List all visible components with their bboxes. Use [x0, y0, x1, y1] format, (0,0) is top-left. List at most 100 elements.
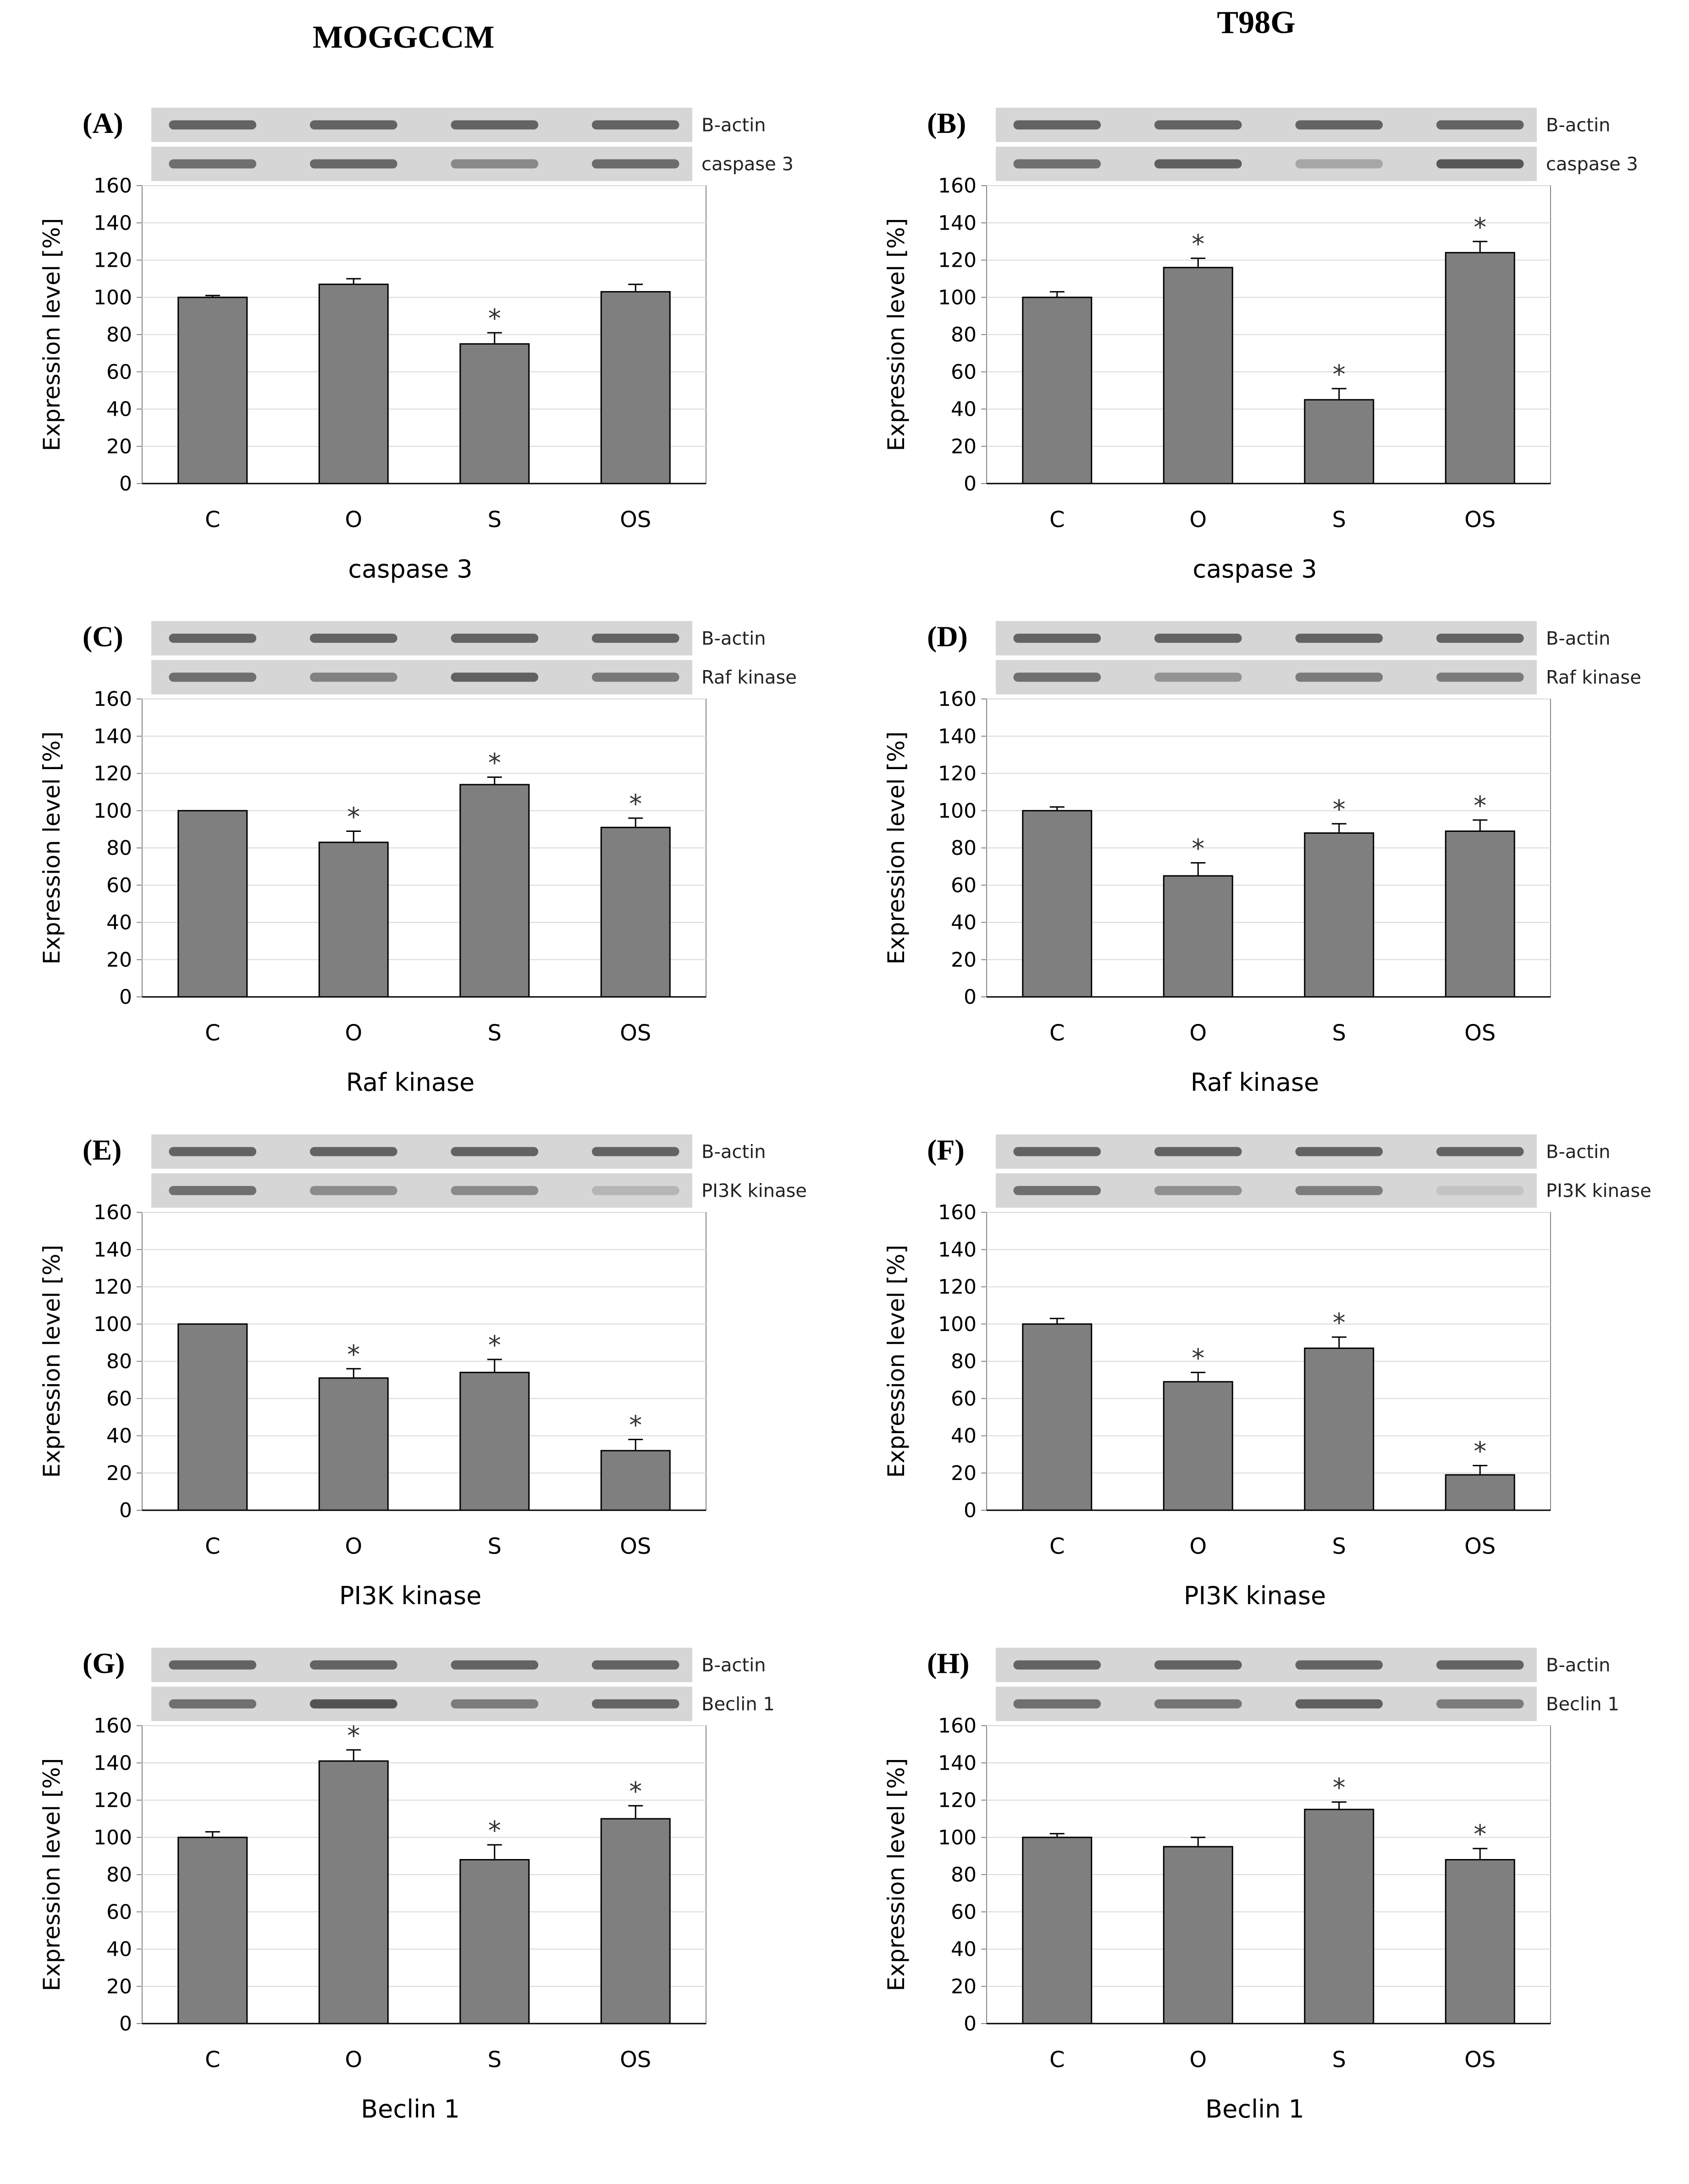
y-axis-title: Expression level [%] — [883, 218, 910, 451]
blot-band — [1013, 1186, 1101, 1195]
y-tick-label: 20 — [951, 1975, 977, 1998]
significance-marker: * — [1474, 791, 1486, 821]
blot-band — [1013, 1147, 1101, 1156]
significance-marker: * — [629, 1777, 642, 1807]
x-tick-label-os: OS — [1464, 1020, 1496, 1046]
western-blot: B-actin Beclin 1 — [151, 1648, 775, 1721]
bar-o — [318, 1760, 389, 2024]
bar-o — [1163, 1846, 1233, 2024]
bar-chart-svg: (F) B-actin PI3K kinase 0 20 40 60 80 100 120 140 1… — [883, 1133, 1651, 1610]
blot-band — [1295, 120, 1383, 130]
y-tick-label: 60 — [106, 874, 132, 897]
bar-c — [177, 1837, 248, 2024]
blot-label-target: caspase 3 — [1546, 154, 1638, 175]
y-tick-label: 0 — [964, 1499, 977, 1522]
y-tick-label: 140 — [94, 725, 132, 748]
x-tick-label-s: S — [488, 507, 502, 533]
bar-os — [1445, 1859, 1515, 2024]
y-tick-label: 120 — [938, 1789, 977, 1812]
y-tick-label: 40 — [106, 911, 132, 935]
bar-os — [600, 1450, 671, 1511]
blot-band — [1295, 1147, 1383, 1156]
blot-band — [1436, 1660, 1524, 1670]
significance-marker: * — [1333, 360, 1346, 390]
blot-band — [309, 159, 397, 169]
y-tick-label: 120 — [94, 762, 132, 786]
panel-label: (B) — [927, 107, 966, 139]
y-axis-title: Expression level [%] — [39, 1758, 65, 1991]
y-tick-label: 140 — [938, 1751, 977, 1775]
y-tick-label: 160 — [938, 1201, 977, 1224]
y-tick-label: 40 — [951, 398, 977, 421]
x-tick-label-os: OS — [620, 1020, 651, 1046]
panel-b: (B) B-actin caspase 3 0 20 40 60 80 100 120 140 160… — [844, 89, 1689, 603]
y-tick-label: 80 — [106, 1350, 132, 1373]
blot-band — [591, 120, 679, 130]
x-tick-label-c: C — [205, 1534, 221, 1559]
x-tick-label-s: S — [1332, 1534, 1346, 1559]
x-tick-label-o: O — [345, 507, 362, 533]
blot-band — [1013, 672, 1101, 682]
blot-band — [1295, 1660, 1383, 1670]
significance-marker: * — [488, 304, 501, 334]
y-tick-label: 40 — [951, 1425, 977, 1448]
y-tick-label: 80 — [106, 836, 132, 860]
significance-marker: * — [629, 789, 642, 819]
x-tick-label-c: C — [1049, 2047, 1065, 2073]
significance-marker: * — [1333, 1773, 1346, 1803]
x-axis-title: caspase 3 — [348, 555, 472, 583]
blot-band — [451, 1699, 539, 1709]
blot-band — [591, 1699, 679, 1709]
blot-band — [1154, 1660, 1242, 1670]
bar-c — [177, 1323, 248, 1511]
x-tick-label-s: S — [1332, 1020, 1346, 1046]
significance-marker: * — [347, 1721, 360, 1751]
blot-label-target: PI3K kinase — [1546, 1181, 1651, 1202]
western-blot: B-actin Beclin 1 — [996, 1648, 1619, 1721]
bar-c — [1022, 810, 1093, 998]
y-tick-label: 100 — [938, 286, 977, 309]
y-tick-label: 140 — [94, 211, 132, 235]
y-tick-label: 100 — [94, 799, 132, 823]
blot-label-target: Beclin 1 — [701, 1694, 775, 1715]
panel-label: (D) — [927, 620, 968, 653]
y-tick-label: 160 — [94, 174, 132, 198]
blot-label-b-actin: B-actin — [701, 1142, 766, 1163]
x-tick-label-os: OS — [620, 507, 651, 533]
x-tick-label-os: OS — [1464, 1534, 1496, 1559]
blot-band — [1013, 120, 1101, 130]
bar-chart-svg: (B) B-actin caspase 3 0 20 40 60 80 100 120 140 160… — [883, 107, 1638, 583]
blot-band — [451, 120, 539, 130]
blot-band — [1154, 633, 1242, 643]
significance-marker: * — [347, 802, 360, 832]
blot-band — [1436, 633, 1524, 643]
western-blot: B-actin caspase 3 — [996, 108, 1638, 181]
x-tick-label-o: O — [1189, 1020, 1207, 1046]
blot-band — [1154, 672, 1242, 682]
x-tick-label-o: O — [1189, 2047, 1207, 2073]
western-blot: B-actin Raf kinase — [151, 621, 797, 694]
western-blot: B-actin caspase 3 — [151, 108, 794, 181]
blot-band — [1154, 120, 1242, 130]
significance-marker: * — [1192, 229, 1204, 259]
western-blot: B-actin PI3K kinase — [151, 1134, 807, 1208]
blot-band — [1436, 1186, 1524, 1195]
x-tick-label-c: C — [1049, 1020, 1065, 1046]
x-tick-label-c: C — [205, 2047, 221, 2073]
bar-os — [600, 291, 671, 484]
blot-label-b-actin: B-actin — [701, 628, 766, 649]
blot-label-target: Raf kinase — [701, 667, 797, 688]
western-blot: B-actin PI3K kinase — [996, 1134, 1651, 1208]
blot-band — [169, 1186, 257, 1195]
blot-band — [1154, 1147, 1242, 1156]
y-tick-label: 80 — [951, 1863, 977, 1887]
bar-c — [1022, 1323, 1093, 1511]
blot-band — [1295, 159, 1383, 169]
panel-label: (H) — [927, 1647, 969, 1679]
x-tick-label-os: OS — [620, 1534, 651, 1559]
y-tick-label: 140 — [938, 211, 977, 235]
y-tick-label: 60 — [106, 1387, 132, 1410]
blot-band — [169, 159, 257, 169]
panel-label: (A) — [83, 107, 123, 139]
x-axis-title: PI3K kinase — [339, 1581, 481, 1610]
